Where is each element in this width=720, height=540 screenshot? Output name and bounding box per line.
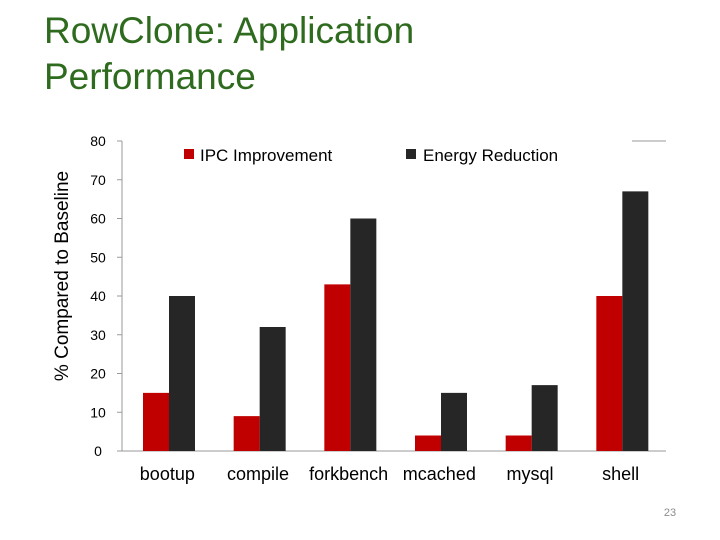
bar-energy [350,218,377,451]
y-tick-label: 50 [90,249,106,265]
y-tick-label: 30 [90,327,106,343]
bar-energy [622,191,649,451]
legend-label: IPC Improvement [200,146,333,165]
bar-energy [259,327,286,451]
slide-title: RowClone: Application Performance [44,10,415,97]
bar-energy [169,296,195,451]
legend-swatch [406,149,416,159]
x-tick-label: shell [602,464,639,484]
y-tick-label: 20 [90,366,106,382]
bar-ipc [415,435,441,451]
y-tick-label: 40 [90,288,106,304]
slide-number: 23 [663,507,677,519]
y-tick-label: 70 [90,172,106,188]
bar-energy [441,392,467,451]
y-tick-label: 0 [94,443,102,459]
x-tick-label: forkbench [309,464,388,484]
x-tick-label: mysql [506,464,553,484]
bar-ipc [143,392,169,451]
y-axis-title: % Compared to Baseline [52,171,73,381]
x-tick-label: mcached [403,464,476,484]
y-tick-label: 10 [90,404,106,420]
bar-energy [531,385,558,451]
bar-ipc [233,416,260,451]
legend-swatch [184,149,194,159]
bar-ipc [324,284,351,451]
y-tick-label: 60 [90,211,106,227]
bar-ipc [505,435,532,451]
legend-label: Energy Reduction [423,146,558,165]
bar-ipc [596,296,623,451]
x-tick-label: bootup [140,464,195,484]
x-tick-label: compile [227,464,289,484]
y-tick-label: 80 [90,133,106,149]
